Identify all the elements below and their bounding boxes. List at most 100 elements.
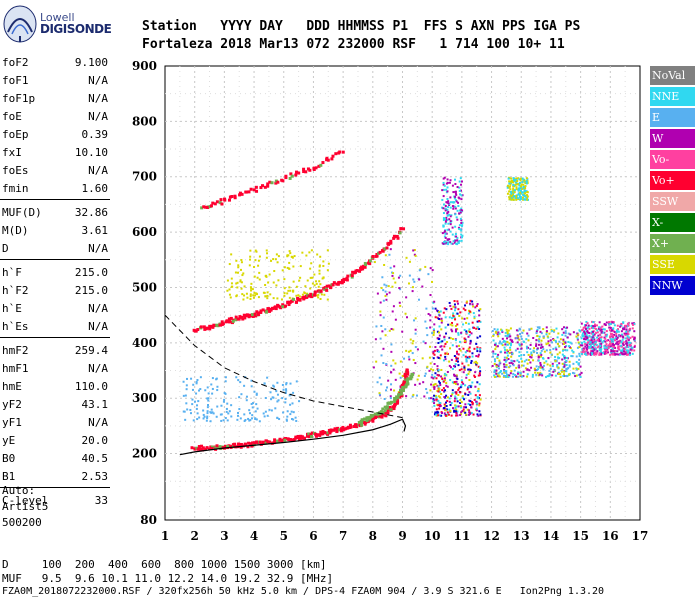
echo-point [497,364,500,367]
trace-point [368,415,372,419]
trace-point [237,442,241,446]
y-tick-label: 800 [132,114,157,128]
echo-point [509,193,512,196]
echo-point [522,193,525,196]
param-value: 1.60 [81,182,109,195]
echo-point [454,190,457,193]
echo-point [448,316,451,319]
echo-point [251,288,254,291]
echo-point [615,332,618,335]
trace-point [319,163,323,167]
echo-point [616,336,619,339]
trace-point [207,447,211,451]
trace-point [289,172,293,176]
echo-point [564,349,567,352]
echo-point [432,301,435,304]
echo-point [455,193,458,196]
echo-point [626,336,629,339]
trace-point [237,317,241,321]
trace-point [364,263,368,267]
echo-point [413,249,416,252]
echo-point [460,209,463,212]
echo-point [479,370,482,373]
param-value: N/A [88,416,108,429]
echo-point [468,391,471,394]
echo-point [447,413,450,416]
echo-point [621,348,624,351]
echo-point [605,346,608,349]
echo-point [318,272,321,275]
echo-point [474,385,477,388]
echo-point [608,340,611,343]
echo-point [464,411,467,414]
echo-point [568,364,571,367]
echo-point [457,332,460,335]
echo-point [382,316,385,319]
echo-point [522,364,525,367]
echo-point [435,396,438,399]
echo-point [464,304,467,307]
echo-cluster [182,376,301,423]
echo-point [393,389,396,392]
echo-point [542,335,545,338]
echo-point [600,336,603,339]
echo-point [436,365,439,368]
echo-point [525,182,528,185]
echo-point [600,353,603,356]
echo-point [397,276,400,279]
echo-point [432,357,435,360]
echo-point [282,388,285,391]
echo-point [521,360,524,363]
echo-point [417,298,420,301]
echo-point [448,301,451,304]
echo-point [536,328,539,331]
echo-point [527,339,530,342]
echo-point [376,292,379,295]
echo-point [626,346,629,349]
echo-point [451,317,454,320]
echo-point [565,359,568,362]
echo-point [585,344,588,347]
trace-point [358,269,362,273]
echo-point [436,411,439,414]
echo-point [448,397,451,400]
echo-point [612,350,615,353]
echo-point [458,240,461,243]
trace-point [354,423,358,427]
echo-point [505,359,508,362]
echo-point [390,350,393,353]
echo-point [182,380,185,383]
echo-point [519,190,522,193]
trace-point [266,184,270,188]
echo-point [442,177,445,180]
echo-point [622,350,625,353]
echo-point [541,357,544,360]
echo-point [241,274,244,277]
echo-point [595,324,598,327]
param-value: N/A [88,110,108,123]
echo-point [436,389,439,392]
echo-point [438,380,441,383]
echo-point [563,370,566,373]
echo-point [460,207,463,210]
echo-point [460,331,463,334]
echo-point [504,334,507,337]
echo-point [598,338,601,341]
trace-point [335,429,339,433]
legend-item-e: E [650,108,695,127]
echo-point [546,363,549,366]
echo-point [477,355,480,358]
echo-point [613,345,616,348]
echo-point [605,345,608,348]
echo-point [593,353,596,356]
echo-point [426,365,429,368]
echo-point [432,397,435,400]
echo-point [192,383,195,386]
echo-point [224,380,227,383]
trace-point [324,287,328,291]
echo-point [453,354,456,357]
trace-point [290,299,294,303]
param-row-fof1p: foF1p N/A [2,92,108,110]
echo-point [628,353,631,356]
echo-point [451,233,454,236]
